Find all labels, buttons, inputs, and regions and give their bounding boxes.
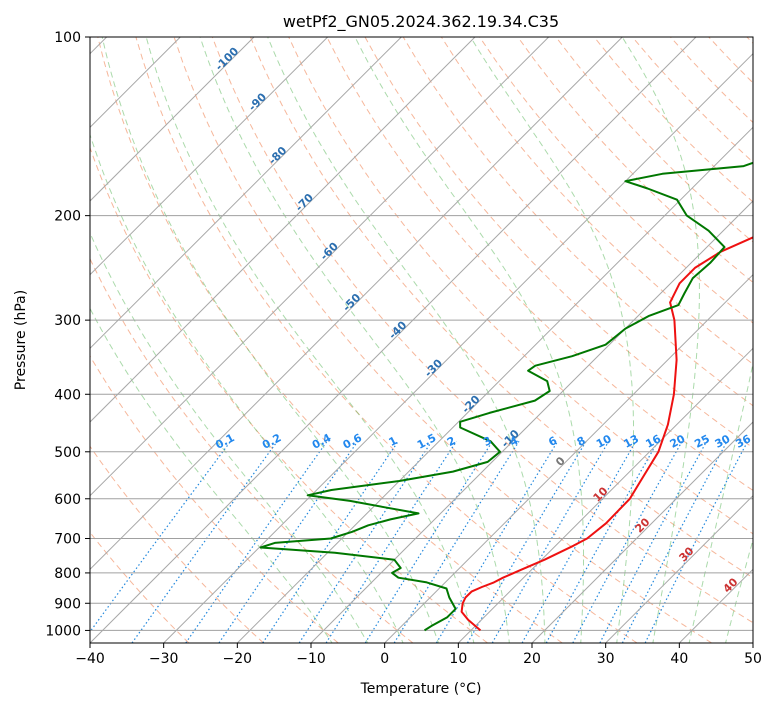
mixing-ratio-line <box>132 441 277 643</box>
x-tick-label: −40 <box>75 651 105 667</box>
moist-adiabat-label: 40 <box>721 575 741 595</box>
isotherm-label: -90 <box>246 90 269 113</box>
mixing-ratio-label: 2 <box>445 434 458 449</box>
isotherm-line <box>753 37 775 643</box>
mixing-ratio-label: 0.1 <box>213 431 236 452</box>
mixing-ratio-label: 6 <box>546 434 559 449</box>
mixing-ratio-label: 30 <box>713 432 733 451</box>
isotherm-label: -60 <box>318 240 341 263</box>
x-tick-label: 30 <box>597 651 615 667</box>
isotherm-line <box>385 37 775 643</box>
dry-adiabat <box>0 37 264 643</box>
y-tick-label: 100 <box>54 30 81 46</box>
dry-adiabat <box>403 37 775 643</box>
moist-adiabat-label: 30 <box>677 544 697 564</box>
x-tick-label: 10 <box>449 651 467 667</box>
isotherm-line <box>0 37 328 643</box>
isotherm-label: -50 <box>340 291 363 314</box>
dry-adiabat <box>556 37 775 643</box>
plot-frame <box>90 37 753 643</box>
dry-adiabat <box>21 37 413 643</box>
moist-adiabat-label: 10 <box>591 484 611 504</box>
mixing-ratio-label: 1 <box>387 434 400 449</box>
isotherm-label: -20 <box>459 393 482 416</box>
y-tick-label: 300 <box>54 313 81 329</box>
mixing-ratio-line <box>186 441 327 643</box>
mixing-ratio-label: 0.2 <box>260 431 283 452</box>
dry-adiabat <box>60 37 488 643</box>
isotherm-label: -70 <box>293 191 316 214</box>
isotherm-line <box>532 37 775 643</box>
mixing-ratio-line <box>645 441 748 643</box>
isotherm-line <box>0 37 254 643</box>
mixing-ratio-label: 1.5 <box>415 431 438 452</box>
moist-adiabat-label: 20 <box>633 515 653 535</box>
dry-adiabat <box>747 37 775 643</box>
isotherm-line <box>0 37 401 643</box>
moist-adiabat <box>17 105 334 646</box>
mixing-ratio-line <box>622 441 727 643</box>
isotherm-label: -40 <box>386 318 409 341</box>
x-tick-label: 20 <box>523 651 541 667</box>
x-tick-label: −20 <box>223 651 253 667</box>
isotherm-label: -80 <box>266 144 289 167</box>
y-tick-label: 800 <box>54 566 81 582</box>
chart-title: wetPf2_GN05.2024.362.19.34.C35 <box>283 12 559 32</box>
isotherm-line <box>0 37 475 643</box>
y-tick-label: 700 <box>54 532 81 548</box>
mixing-ratio-label: 36 <box>733 432 753 451</box>
x-tick-label: −30 <box>149 651 179 667</box>
y-tick-label: 200 <box>54 209 81 225</box>
mixing-ratio-line <box>82 441 231 643</box>
isotherm-label: -30 <box>422 356 445 379</box>
moist-adiabat <box>725 37 775 645</box>
background-lines <box>0 37 775 645</box>
y-tick-label: 900 <box>54 596 81 612</box>
x-tick-label: 50 <box>744 651 762 667</box>
y-axis-label: Pressure (hPa) <box>13 290 29 390</box>
mixing-ratio-line <box>365 441 492 643</box>
moist-adiabat <box>355 37 584 645</box>
dry-adiabat <box>518 37 775 643</box>
mixing-ratio-label: 10 <box>594 432 614 451</box>
y-tick-label: 600 <box>54 492 81 508</box>
mixing-ratio-line <box>600 441 707 643</box>
moist-adiabat <box>268 37 545 645</box>
dry-adiabat <box>0 37 338 643</box>
dry-adiabat <box>709 37 775 643</box>
y-tick-label: 400 <box>54 387 81 403</box>
x-tick-label: −10 <box>296 651 326 667</box>
mixing-ratio-label: 0.6 <box>341 431 365 452</box>
mixing-ratio-label: 20 <box>668 432 688 451</box>
isotherm-line <box>311 37 775 643</box>
y-tick-label: 500 <box>54 445 81 461</box>
x-axis-label: Temperature (°C) <box>360 681 482 697</box>
moist-adiabat <box>689 37 775 645</box>
mixing-ratio-label: 13 <box>621 432 641 451</box>
x-tick-label: 0 <box>380 651 389 667</box>
y-tick-label: 1000 <box>45 623 81 639</box>
dry-adiabat <box>441 37 775 643</box>
dry-adiabat <box>632 37 775 643</box>
moist-adiabat <box>102 37 439 645</box>
x-tick-label: 40 <box>670 651 688 667</box>
mixing-ratio-label: 25 <box>692 432 712 451</box>
mixing-ratio-line <box>492 441 608 643</box>
mixing-ratio-label: 0.4 <box>310 431 334 452</box>
isotherm-label: -100 <box>213 45 242 74</box>
